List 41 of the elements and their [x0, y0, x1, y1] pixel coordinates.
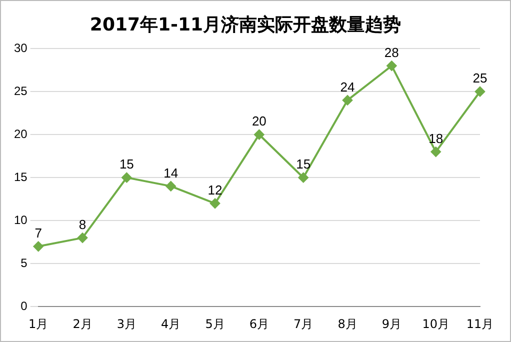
- y-tick-label: 20: [14, 126, 28, 141]
- x-tick-label: 5月: [205, 316, 225, 331]
- point: [430, 146, 441, 157]
- x-tick-label: 11月: [466, 316, 494, 331]
- y-tick-label: 25: [14, 84, 28, 98]
- x-tick-label: 9月: [382, 316, 402, 331]
- y-tick-label: 5: [20, 256, 28, 270]
- data-label: 14: [164, 165, 178, 180]
- data-label: 15: [119, 156, 134, 172]
- data-label: 24: [340, 79, 355, 94]
- x-tick-label: 7月: [294, 316, 314, 331]
- x-tick-label: 3月: [116, 316, 136, 331]
- chart-title: 2017年1-11月济南实际开盘数量趋势: [90, 14, 402, 36]
- point: [210, 198, 220, 208]
- data-label: 18: [428, 130, 444, 146]
- point: [254, 130, 264, 140]
- x-tick-label: 8月: [338, 316, 358, 331]
- point: [475, 86, 485, 97]
- y-tick-label: 0: [20, 298, 28, 313]
- y-tick-label: 15: [14, 170, 28, 184]
- point: [342, 95, 353, 106]
- data-label: 12: [208, 182, 222, 198]
- point: [78, 232, 88, 243]
- point: [122, 172, 132, 183]
- point: [298, 172, 308, 183]
- data-label: 28: [384, 44, 399, 60]
- data-label: 20: [252, 114, 266, 129]
- y-tick-label: 10: [14, 212, 28, 227]
- point: [386, 60, 397, 71]
- x-tick-label: 4月: [161, 316, 181, 331]
- data-label: 8: [78, 216, 86, 232]
- y-tick-label: 30: [14, 40, 28, 55]
- x-tick-label: 10月: [422, 316, 450, 331]
- x-tick-label: 2月: [72, 316, 92, 331]
- x-tick-label: 1月: [28, 316, 48, 331]
- data-label: 15: [296, 156, 311, 172]
- data-label: 25: [472, 70, 488, 86]
- point: [33, 241, 44, 252]
- point: [166, 181, 176, 192]
- data-label: 7: [34, 225, 42, 240]
- x-tick-label: 6月: [249, 316, 269, 331]
